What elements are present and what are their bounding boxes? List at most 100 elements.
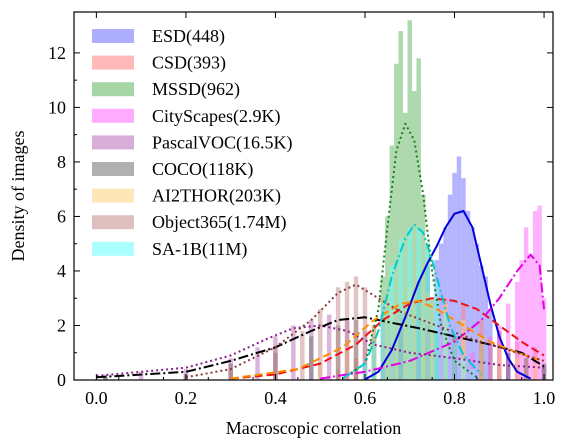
- bar-3-11: [541, 298, 547, 380]
- bar-0-10: [452, 172, 457, 380]
- legend-label-1: CSD(393): [152, 53, 226, 74]
- x-tick-label-5: 1.0: [533, 388, 556, 408]
- y-tick-label-0: 0: [57, 370, 66, 390]
- bar-8-1: [371, 341, 377, 380]
- kde-line-2: [342, 122, 478, 380]
- bar-8-11: [461, 358, 466, 380]
- bar-8-10: [452, 341, 457, 380]
- kde-line-6: [230, 299, 545, 380]
- bar-3-9: [532, 210, 538, 380]
- legend-swatch-4: [92, 135, 134, 150]
- bar-2-8: [407, 20, 412, 381]
- bar-6-7: [461, 320, 466, 380]
- legend-swatch-2: [92, 82, 134, 97]
- bar-8-2: [380, 303, 386, 380]
- kde-line-4: [96, 324, 545, 377]
- bar-2-7: [403, 112, 408, 381]
- x-axis-ticks: 0.0 0.2 0.4 0.6 0.8 1.0: [85, 12, 555, 408]
- bar-5-0: [103, 377, 108, 380]
- bar-4-8: [326, 314, 332, 380]
- bar-3-5: [514, 281, 520, 380]
- bar-2-9: [411, 91, 417, 380]
- y-tick-label-6: 12: [48, 43, 66, 63]
- bar-2-4: [389, 145, 395, 380]
- bar-0-13: [465, 210, 471, 380]
- x-tick-label-1: 0.2: [175, 388, 198, 408]
- bar-3-7: [523, 227, 529, 380]
- bar-2-11: [420, 194, 426, 380]
- plot-frame: [73, 11, 554, 381]
- bar-8-3: [389, 265, 395, 380]
- legend-swatch-7: [92, 215, 134, 230]
- bar-7-5: [344, 281, 350, 380]
- legend-item-2: MSSD(962): [92, 79, 240, 100]
- y-tick-label-4: 8: [57, 152, 66, 172]
- bar-4-6: [291, 325, 296, 380]
- kde-line-5: [96, 316, 545, 379]
- bar-8-9: [443, 314, 448, 380]
- legend-swatch-8: [92, 241, 134, 256]
- y-tick-label-3: 6: [57, 206, 66, 226]
- bar-3-4: [505, 303, 511, 380]
- kde-line-0: [364, 210, 532, 381]
- legend-swatch-0: [92, 29, 134, 43]
- y-tick-label-5: 10: [48, 97, 66, 117]
- legend-label-7: Object365(1.74M): [152, 212, 286, 233]
- kde-line-3: [320, 253, 545, 380]
- bar-8-8: [434, 281, 439, 380]
- bar-7-2: [300, 330, 305, 380]
- bar-7-3: [317, 309, 323, 380]
- legend-label-8: SA-1B(11M): [152, 239, 247, 260]
- bar-8-12: [470, 369, 475, 380]
- bar-6-10: [514, 358, 520, 380]
- bar-4-4: [255, 347, 260, 380]
- legend-item-5: COCO(118K): [92, 159, 253, 180]
- legend-item-3: CityScapes(2.9K): [92, 106, 280, 127]
- bar-7-1: [273, 347, 278, 380]
- legend-label-6: AI2THOR(203K): [152, 186, 281, 207]
- bar-8-4: [398, 238, 404, 380]
- bar-0-17: [483, 276, 489, 380]
- bar-2-10: [416, 58, 421, 381]
- x-tick-label-2: 0.4: [264, 388, 287, 408]
- legend-item-1: CSD(393): [92, 53, 226, 74]
- legend-swatch-5: [92, 162, 134, 176]
- bar-7-7: [362, 287, 368, 380]
- bar-8-6: [416, 227, 421, 380]
- bar-7-13: [523, 358, 529, 380]
- legend-item-7: Object365(1.74M): [92, 212, 286, 233]
- legend-swatch-6: [92, 188, 134, 203]
- legend-label-5: COCO(118K): [152, 159, 253, 180]
- kde-curves: [96, 122, 545, 381]
- bar-3-8: [528, 254, 533, 380]
- bar-0-12: [461, 178, 466, 380]
- bar-0-11: [456, 156, 462, 380]
- x-tick-label-4: 0.8: [443, 388, 466, 408]
- y-axis-ticks: 0 2 4 6 8 10 12: [48, 43, 553, 390]
- legend-swatch-3: [92, 108, 134, 123]
- x-tick-label-3: 0.6: [354, 388, 377, 408]
- bar-2-5: [394, 63, 399, 380]
- bar-7-4: [335, 287, 341, 380]
- bar-0-15: [474, 243, 480, 380]
- legend-label-4: PascalVOC(16.5K): [152, 132, 292, 153]
- x-axis-label: Macroscopic correlation: [226, 418, 401, 438]
- legend-item-6: AI2THOR(203K): [92, 186, 281, 207]
- bar-2-13: [429, 298, 435, 380]
- bar-3-10: [537, 205, 542, 380]
- legend-item-8: SA-1B(11M): [92, 239, 247, 260]
- bar-5-14: [541, 363, 547, 380]
- bar-5-4: [309, 336, 314, 380]
- y-axis-label: Density of images: [8, 131, 28, 262]
- x-tick-label-0: 0.0: [85, 388, 108, 408]
- legend-item-0: ESD(448): [92, 26, 225, 47]
- bar-6-11: [532, 363, 538, 380]
- bar-6-9: [497, 347, 502, 380]
- y-tick-label-2: 4: [57, 261, 66, 281]
- legend-item-4: PascalVOC(16.5K): [92, 132, 292, 153]
- bar-8-7: [425, 249, 430, 380]
- y-tick-label-1: 2: [57, 315, 66, 335]
- bar-3-6: [519, 260, 524, 380]
- bar-0-14: [470, 227, 475, 380]
